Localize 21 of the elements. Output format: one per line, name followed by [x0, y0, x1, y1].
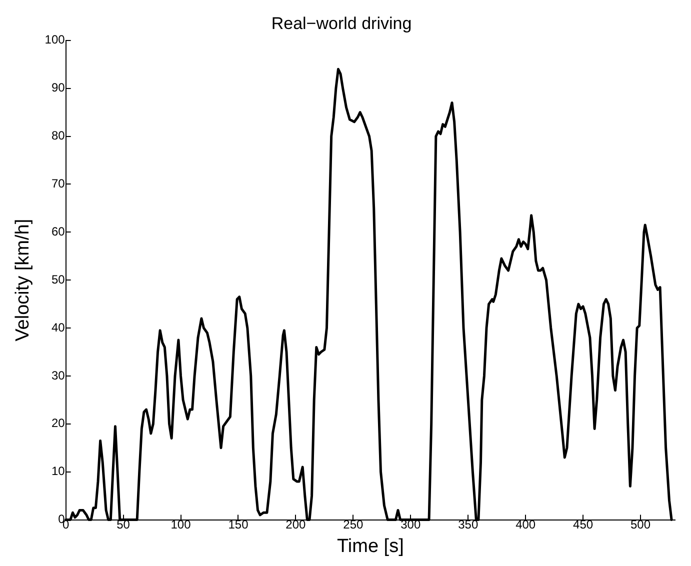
y-tick-label: 30: [51, 368, 66, 382]
y-tick-label: 40: [51, 320, 66, 334]
y-axis-title: Velocity [km/h]: [12, 218, 34, 342]
y-tick-label: 20: [51, 416, 66, 430]
x-tick-label: 200: [286, 517, 306, 532]
y-tick-label: 50: [51, 272, 66, 286]
x-tick-label: 500: [630, 517, 651, 532]
x-tick-label: 350: [458, 517, 478, 532]
x-tick-label: 150: [228, 517, 249, 532]
y-tick-label: 60: [51, 224, 66, 238]
x-tick-label: 450: [573, 517, 594, 532]
y-tick-label: 80: [51, 128, 66, 143]
y-tick-label: 100: [44, 32, 66, 47]
x-tick-label: 400: [516, 517, 536, 532]
y-tick-label: 10: [51, 464, 66, 478]
x-axis-title: Time [s]: [336, 536, 404, 557]
y-tick-label: 70: [51, 176, 66, 191]
x-tick-label: 250: [343, 517, 364, 532]
chart-title: Real−world driving: [271, 14, 412, 33]
x-tick-label: 100: [170, 517, 192, 532]
y-tick-label: 90: [51, 80, 66, 95]
